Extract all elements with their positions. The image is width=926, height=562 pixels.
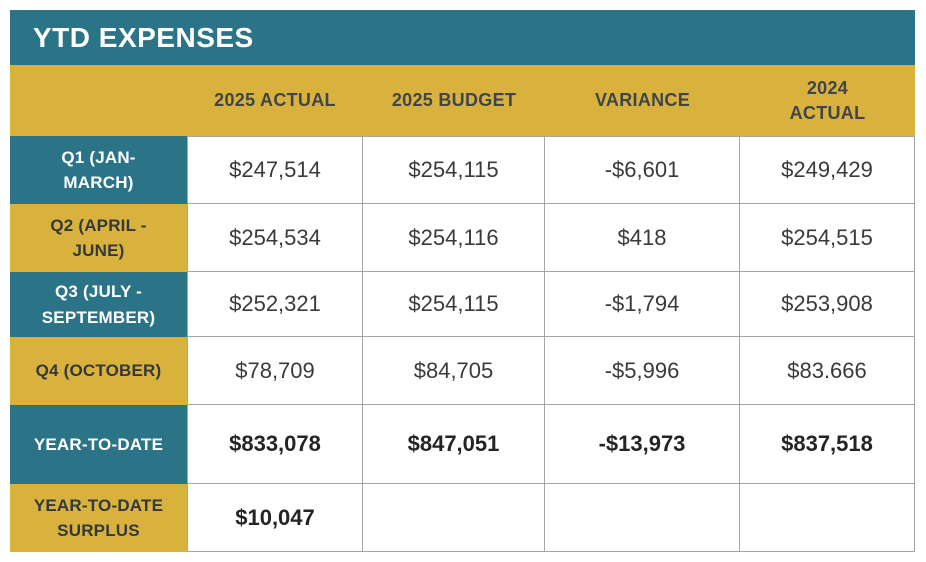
- cell-ytd-2025-actual: $833,078: [187, 405, 363, 484]
- expenses-grid: 2025 ACTUAL 2025 BUDGET VARIANCE 2024 AC…: [10, 65, 915, 552]
- cell-q3-2025-budget: $254,115: [363, 272, 545, 337]
- cell-q3-2025-actual: $252,321: [187, 272, 363, 337]
- cell-q1-2024-actual: $249,429: [740, 136, 915, 204]
- cell-q2-2025-actual: $254,534: [187, 204, 363, 272]
- cell-q4-2024-actual: $83.666: [740, 337, 915, 405]
- ytd-expenses-table: YTD EXPENSES 2025 ACTUAL 2025 BUDGET VAR…: [10, 10, 915, 552]
- row-label-year-to-date: YEAR-TO-DATE: [10, 405, 187, 484]
- cell-ytd-2025-budget: $847,051: [363, 405, 545, 484]
- column-header-2024-actual: 2024 ACTUAL: [740, 65, 915, 136]
- cell-q2-variance: $418: [545, 204, 740, 272]
- table-title-bar: YTD EXPENSES: [10, 10, 915, 65]
- header-corner-cell: [10, 65, 187, 136]
- cell-surplus-2025-budget: [363, 484, 545, 552]
- cell-q4-2025-budget: $84,705: [363, 337, 545, 405]
- column-header-variance: VARIANCE: [545, 65, 740, 136]
- column-header-2025-actual: 2025 ACTUAL: [187, 65, 363, 136]
- cell-surplus-2025-actual: $10,047: [187, 484, 363, 552]
- cell-ytd-variance: -$13,973: [545, 405, 740, 484]
- cell-surplus-variance: [545, 484, 740, 552]
- cell-ytd-2024-actual: $837,518: [740, 405, 915, 484]
- cell-q1-2025-actual: $247,514: [187, 136, 363, 204]
- table-title: YTD EXPENSES: [33, 21, 254, 53]
- cell-q1-2025-budget: $254,115: [363, 136, 545, 204]
- cell-surplus-2024-actual: [740, 484, 915, 552]
- cell-q4-variance: -$5,996: [545, 337, 740, 405]
- cell-q2-2025-budget: $254,116: [363, 204, 545, 272]
- row-label-q3: Q3 (JULY - SEPTEMBER): [10, 272, 187, 337]
- column-header-2025-budget: 2025 BUDGET: [363, 65, 545, 136]
- cell-q4-2025-actual: $78,709: [187, 337, 363, 405]
- cell-q1-variance: -$6,601: [545, 136, 740, 204]
- cell-q3-2024-actual: $253,908: [740, 272, 915, 337]
- row-label-q1: Q1 (JAN- MARCH): [10, 136, 187, 204]
- row-label-ytd-surplus: YEAR-TO-DATE SURPLUS: [10, 484, 187, 552]
- cell-q2-2024-actual: $254,515: [740, 204, 915, 272]
- row-label-q2: Q2 (APRIL - JUNE): [10, 204, 187, 272]
- row-label-q4: Q4 (OCTOBER): [10, 337, 187, 405]
- cell-q3-variance: -$1,794: [545, 272, 740, 337]
